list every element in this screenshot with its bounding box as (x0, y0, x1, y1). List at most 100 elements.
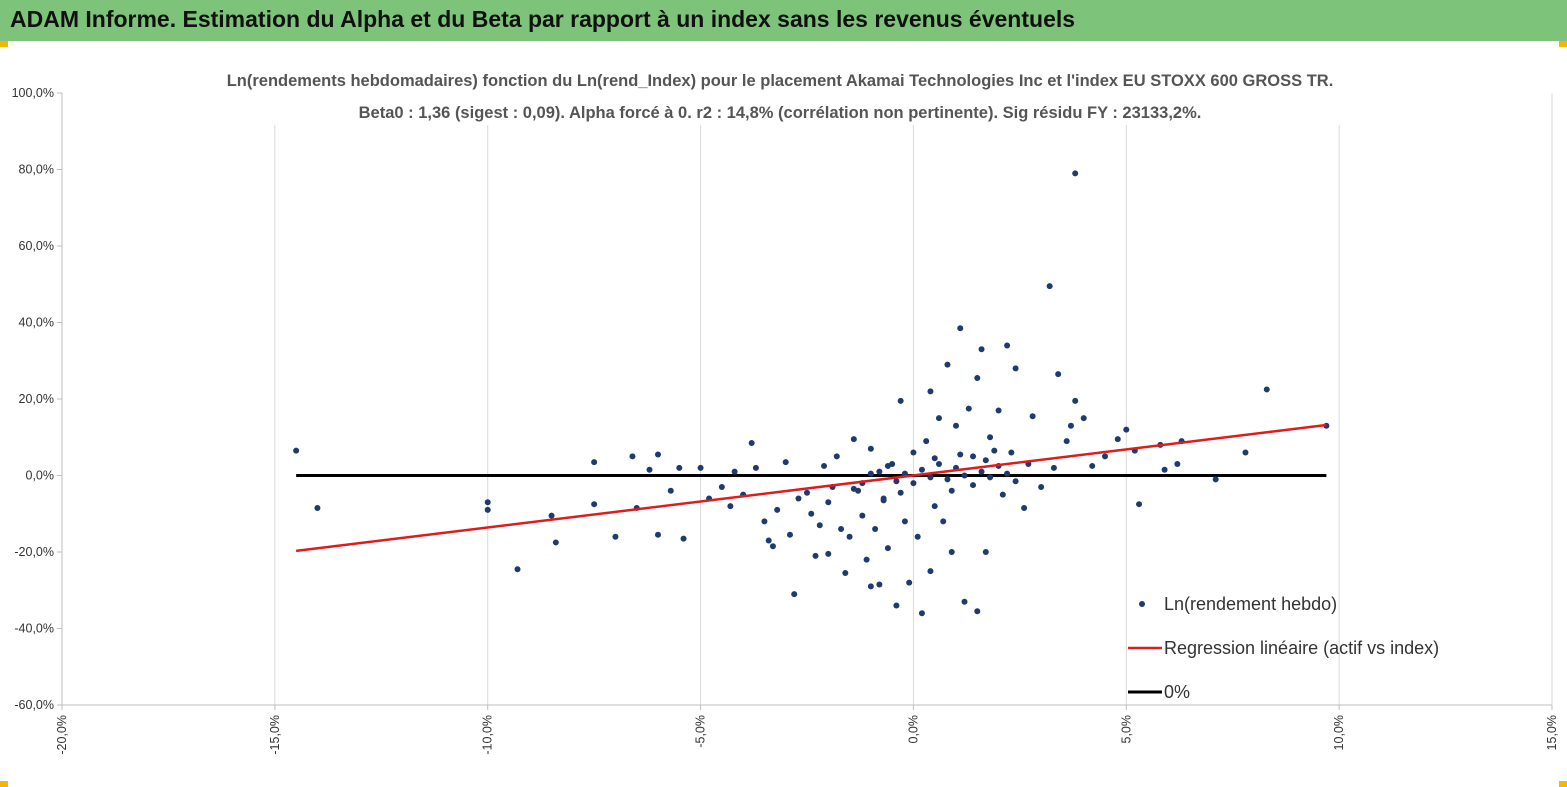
data-point (1123, 426, 1130, 433)
data-point (1004, 470, 1011, 477)
data-point (974, 374, 981, 381)
data-point (1072, 170, 1079, 177)
data-point (761, 518, 768, 525)
data-point (812, 552, 819, 559)
data-point (953, 422, 959, 429)
data-point (484, 506, 491, 513)
chart-subtitle: Beta0 : 1,36 (sigest : 0,09). Alpha forc… (359, 104, 1202, 122)
data-point (1063, 438, 1070, 445)
data-point (1136, 501, 1143, 508)
x-tick-label: 0,0% (906, 715, 920, 744)
data-point (1080, 415, 1087, 422)
data-point (680, 535, 687, 542)
data-point (927, 474, 934, 481)
data-point (931, 455, 938, 462)
data-point (987, 434, 994, 441)
data-point (859, 512, 866, 519)
data-point (765, 537, 772, 544)
data-point (718, 483, 725, 490)
title-background (193, 67, 1368, 125)
data-point (1021, 505, 1028, 512)
x-tick-label: -10,0% (481, 715, 495, 755)
x-tick-label: -15,0% (268, 715, 282, 755)
data-point (833, 453, 840, 460)
data-point (1067, 422, 1074, 429)
y-tick-label: -20,0% (14, 545, 54, 559)
data-point (897, 397, 904, 404)
data-point (1012, 478, 1019, 485)
data-point (910, 449, 917, 456)
data-point (748, 439, 755, 446)
x-tick-label: 15,0% (1545, 715, 1559, 750)
regression-line (295, 423, 1327, 553)
data-point (1046, 283, 1053, 290)
data-point (846, 533, 853, 540)
data-point (948, 549, 955, 555)
data-point (961, 598, 968, 605)
data-point (1212, 476, 1219, 483)
data-point (667, 487, 674, 494)
axes: -20,0% -15,0% -10,0% -5,0% 0,0% 5,0% 10,0% 15,0… (12, 86, 1559, 755)
data-point (514, 566, 521, 573)
data-point (795, 495, 802, 502)
data-point (591, 501, 598, 508)
data-point (991, 447, 998, 454)
data-point (914, 533, 921, 540)
data-point (1161, 466, 1168, 473)
data-point (816, 522, 823, 529)
data-point (646, 466, 653, 473)
data-point (731, 468, 738, 475)
data-point (893, 602, 900, 609)
data-point (978, 468, 985, 475)
data-point (944, 361, 951, 368)
data-point (1012, 365, 1019, 372)
data-point (808, 510, 815, 517)
data-point (676, 464, 683, 471)
data-point (880, 497, 887, 504)
data-point (1242, 449, 1249, 456)
y-tick-label: 0,0% (26, 469, 55, 483)
data-point (970, 453, 977, 460)
data-point (484, 499, 491, 506)
data-point (863, 556, 870, 563)
data-point (293, 447, 300, 454)
data-point (1050, 464, 1057, 471)
data-point (727, 503, 734, 510)
data-point (872, 526, 879, 533)
data-point (769, 543, 776, 550)
y-tick-label: -40,0% (14, 622, 54, 636)
data-point (842, 570, 849, 577)
data-point (1008, 449, 1015, 456)
y-tick-label: 100,0% (12, 86, 54, 100)
data-point (965, 405, 972, 412)
data-point (927, 568, 934, 575)
data-point (838, 526, 845, 533)
data-point (876, 468, 883, 475)
data-point (629, 453, 636, 460)
legend-label: 0% (1164, 682, 1190, 702)
data-point (884, 462, 891, 469)
data-point (957, 451, 964, 458)
data-point (697, 464, 704, 471)
data-point (957, 325, 964, 332)
data-point (918, 610, 925, 617)
data-point (927, 388, 934, 395)
data-point (935, 415, 942, 422)
data-point (655, 531, 661, 538)
data-point (850, 485, 857, 492)
data-point (850, 436, 857, 443)
data-point (961, 472, 968, 479)
corner-marker (0, 781, 8, 787)
data-point (548, 512, 555, 519)
legend-label: Ln(rendement hebdo) (1164, 594, 1337, 614)
chart-title: Ln(rendements hebdomadaires) fonction du… (227, 72, 1334, 90)
y-tick-label: 80,0% (19, 163, 54, 177)
data-point (982, 549, 989, 555)
data-point (897, 489, 904, 496)
data-point (974, 608, 981, 615)
y-tick-label: 20,0% (19, 392, 54, 406)
data-point (999, 491, 1006, 498)
x-tick-label: -20,0% (55, 715, 69, 755)
x-tick-label: 10,0% (1332, 715, 1346, 750)
